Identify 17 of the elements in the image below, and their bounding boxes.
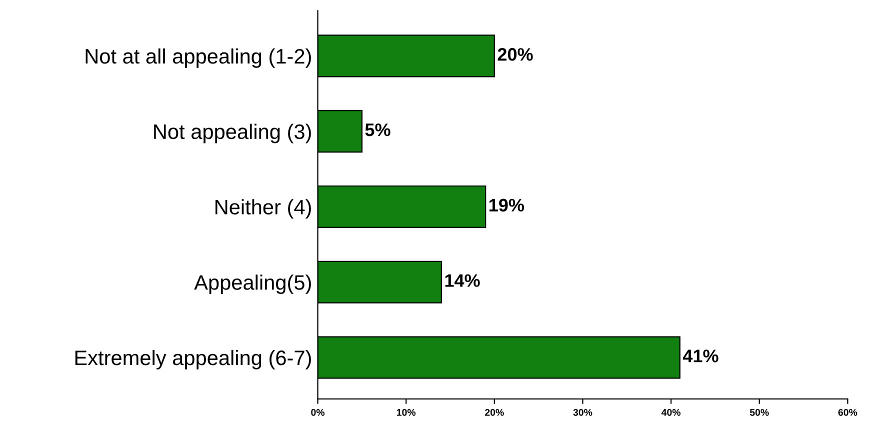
x-tick-label: 20% <box>485 408 504 416</box>
y-tick-label: Appealing(5) <box>194 274 311 294</box>
x-tick-label: 30% <box>573 408 592 416</box>
y-tick-label: Extremely appealing (6-7) <box>75 350 311 370</box>
data-label: 19% <box>489 198 524 212</box>
y-tick-label: Not at all appealing (1-2) <box>86 48 311 68</box>
x-tick-label: 50% <box>750 408 769 416</box>
data-label: 41% <box>682 350 718 362</box>
x-tick-label: 0% <box>311 408 325 416</box>
data-label: 20% <box>498 48 533 61</box>
data-label: 14% <box>445 274 480 287</box>
y-tick-label: Not appealing (3) <box>154 124 311 144</box>
data-label: 5% <box>365 123 390 136</box>
y-tick-label: Neither (4) <box>216 199 311 219</box>
x-tick-label: 60% <box>838 408 858 416</box>
x-tick-label: 40% <box>661 408 681 416</box>
x-tick-label: 10% <box>396 408 416 416</box>
